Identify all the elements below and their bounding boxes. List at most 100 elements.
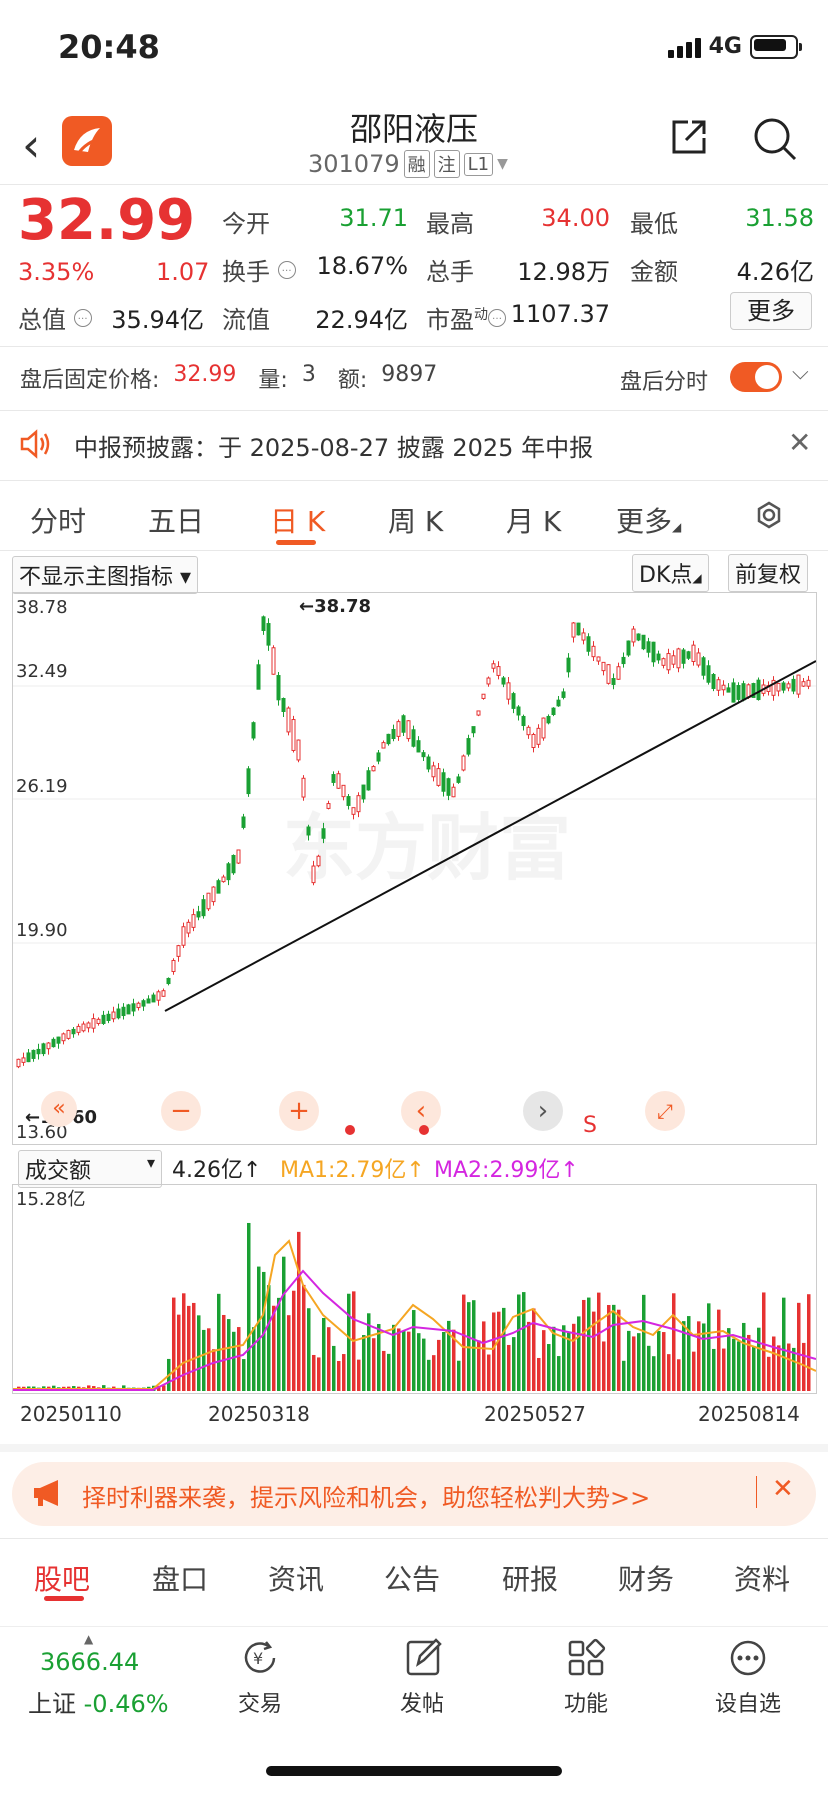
marker-dot	[419, 1125, 429, 1135]
kline-svg[interactable]: 东方财富 38.78 32.49 26.19 19.90 13.60 ←38.7…	[13, 593, 817, 1144]
tab-monthly-k[interactable]: 月 K	[506, 505, 562, 538]
indicator-select[interactable]: 不显示主图指标 ▾	[12, 556, 199, 594]
chevron-down-icon[interactable]: ▼	[497, 156, 508, 172]
stat-mktcap-label: 总值 …	[18, 300, 92, 335]
x-tick-2: 20250527	[484, 1402, 586, 1426]
expand-icon[interactable]: ⤢	[645, 1091, 685, 1131]
volume-bar	[202, 1329, 206, 1391]
volume-bar	[657, 1330, 661, 1391]
promo-text[interactable]: 择时利器来袭，提示风险和机会，助您轻松判大势>>	[82, 1484, 651, 1512]
candle-body	[711, 674, 716, 689]
candle-body	[106, 1013, 111, 1021]
volume-bar	[182, 1293, 186, 1391]
candle-body	[626, 640, 631, 656]
volume-chart[interactable]: 15.28亿	[12, 1184, 817, 1394]
candle-body	[86, 1022, 91, 1029]
functions-label[interactable]: 功能	[563, 1692, 608, 1717]
volume-indicator-select[interactable]: 成交额 ▾	[18, 1150, 162, 1188]
after-hours-toggle[interactable]	[730, 362, 782, 392]
tab-intraday[interactable]: 分时	[30, 505, 87, 538]
adjust-button[interactable]: 前复权	[728, 554, 809, 592]
gear-icon[interactable]	[752, 498, 786, 532]
candle-body	[461, 755, 466, 771]
tab-finance[interactable]: 财务	[618, 1563, 675, 1596]
after-hours-row: 盘后固定价格: 32.99 量: 3 额: 9897	[20, 362, 438, 393]
tab-profile[interactable]: 资料	[734, 1563, 791, 1596]
candle-body	[241, 816, 246, 828]
candle-body	[716, 679, 721, 691]
post-icon[interactable]	[404, 1636, 444, 1678]
volume-bar	[497, 1311, 501, 1391]
stock-name: 邵阳液压	[349, 110, 478, 148]
share-icon[interactable]	[668, 116, 710, 158]
volume-bar	[387, 1353, 391, 1391]
post-label[interactable]: 发帖	[399, 1692, 444, 1717]
candle-body	[51, 1038, 56, 1048]
candle-body	[116, 1008, 121, 1019]
volume-bar	[297, 1231, 301, 1391]
volume-bar	[222, 1314, 226, 1391]
chevron-down-icon[interactable]: ⌵	[792, 360, 809, 385]
volume-bar	[702, 1323, 706, 1391]
candle-body	[546, 715, 551, 724]
tab-pankou[interactable]: 盘口	[152, 1563, 209, 1596]
info-icon[interactable]: …	[488, 309, 506, 327]
chevron-right-icon[interactable]: ›	[523, 1091, 563, 1131]
chevron-left-icon[interactable]: ‹	[401, 1091, 441, 1131]
zoom-in-icon[interactable]: +	[279, 1091, 319, 1131]
active-tab-indicator	[276, 540, 316, 545]
more-dots-icon[interactable]	[728, 1638, 768, 1678]
volume-svg[interactable]: 15.28亿	[13, 1185, 817, 1393]
tab-news[interactable]: 资讯	[268, 1563, 325, 1596]
tab-guba[interactable]: 股吧	[34, 1563, 91, 1596]
watermark: 东方财富	[283, 806, 571, 890]
trade-label[interactable]: 交易	[237, 1692, 282, 1717]
index-value[interactable]: 3666.44	[40, 1648, 140, 1676]
close-icon[interactable]: ✕	[772, 1474, 794, 1504]
tab-daily-k[interactable]: 日 K	[270, 505, 326, 538]
volume-bar	[682, 1321, 686, 1391]
zoom-out-icon[interactable]: −	[161, 1091, 201, 1131]
chevron-up-icon[interactable]: ▲	[84, 1632, 94, 1646]
stock-code: 301079	[308, 150, 400, 178]
volume-bar	[737, 1341, 741, 1391]
stat-open-value: 31.71	[339, 204, 408, 232]
close-icon[interactable]: ✕	[788, 426, 812, 459]
volume-bar	[577, 1316, 581, 1391]
scroll-left-icon[interactable]: «	[41, 1091, 77, 1127]
tab-five-day[interactable]: 五日	[148, 505, 205, 538]
trade-icon[interactable]: ¥	[240, 1638, 280, 1678]
functions-icon[interactable]	[566, 1638, 606, 1678]
volume-bar	[532, 1308, 536, 1391]
candle-body	[191, 914, 196, 928]
index-row[interactable]: 上证 -0.46%	[28, 1690, 169, 1718]
volume-bar	[192, 1302, 196, 1391]
promo-banner[interactable]	[12, 1462, 816, 1526]
tab-weekly-k[interactable]: 周 K	[388, 505, 444, 538]
kline-chart[interactable]: 东方财富 38.78 32.49 26.19 19.90 13.60 ←38.7…	[12, 592, 817, 1145]
volume-bar	[537, 1357, 541, 1391]
candle-body	[161, 990, 166, 997]
info-icon[interactable]: …	[277, 261, 296, 279]
tab-research[interactable]: 研报	[502, 1563, 559, 1596]
candle-body	[326, 803, 331, 809]
more-stats-button[interactable]: 更多	[730, 292, 812, 330]
svg-text:¥: ¥	[253, 1649, 263, 1668]
volume-bar	[177, 1314, 181, 1391]
dk-point-button[interactable]: DK点◢	[632, 554, 709, 592]
volume-bar	[327, 1327, 331, 1391]
search-icon[interactable]	[752, 116, 798, 162]
add-watchlist-label[interactable]: 设自选	[714, 1692, 781, 1717]
tab-more[interactable]: 更多◢	[616, 505, 682, 538]
y-tick-4: 13.60	[16, 1122, 68, 1143]
volume-bar	[797, 1302, 801, 1391]
volume-bar	[617, 1309, 621, 1391]
tab-announcements[interactable]: 公告	[384, 1563, 441, 1596]
volume-bar	[777, 1345, 781, 1391]
notice-text[interactable]: 中报预披露：于 2025-08-27 披露 2025 年中报	[74, 434, 594, 462]
candle-body	[636, 633, 641, 641]
info-icon[interactable]: …	[73, 309, 92, 327]
back-icon[interactable]: ‹	[22, 118, 41, 172]
volume-bar	[172, 1297, 176, 1391]
volume-bar	[482, 1321, 486, 1391]
